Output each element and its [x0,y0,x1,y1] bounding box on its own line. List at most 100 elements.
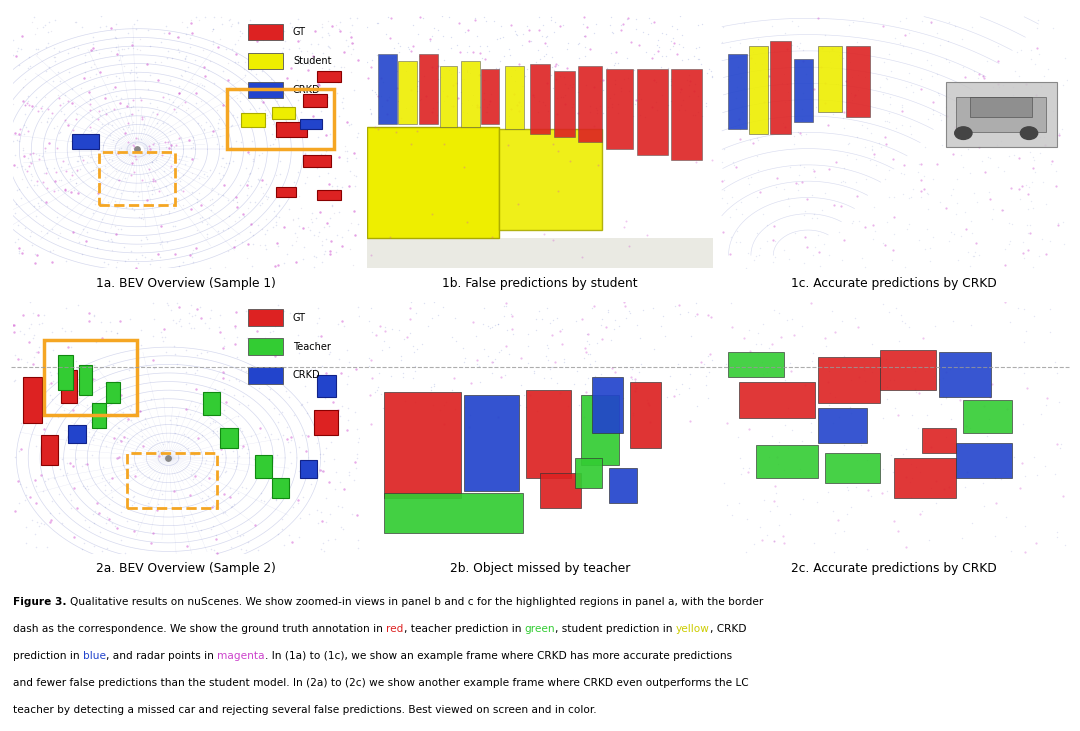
Point [940,235,957,246]
Point [953,149,970,161]
Point [125,143,143,154]
Point [503,324,521,336]
Point [203,25,220,37]
Point [391,40,408,52]
Point [1036,139,1053,151]
Point [651,41,669,53]
Point [796,205,813,217]
Point [316,98,334,110]
Point [1014,458,1031,469]
Point [336,140,353,152]
Point [226,216,243,227]
Point [838,509,855,520]
Point [544,234,562,246]
Point [270,528,287,539]
Point [502,104,519,115]
Point [576,41,593,53]
Point [281,392,298,404]
Point [896,261,914,273]
Point [467,330,484,341]
Point [647,76,664,88]
Point [320,534,337,546]
Point [189,364,206,376]
Point [298,171,315,183]
Point [270,409,287,420]
Point [41,61,58,72]
Point [858,173,875,184]
Point [753,338,770,350]
Point [755,86,772,97]
Point [441,64,458,75]
Point [200,490,217,501]
Point [787,177,805,189]
Point [878,138,895,150]
Point [270,376,287,388]
Point [190,446,207,458]
Point [715,227,732,238]
Bar [819,408,866,443]
Point [25,332,42,344]
Point [147,56,164,68]
Point [794,493,811,505]
Point [311,79,328,91]
Point [576,352,593,363]
Point [246,48,264,60]
Point [886,515,903,527]
Point [612,82,630,94]
Point [420,319,437,331]
Point [87,45,105,56]
Point [313,156,330,167]
Point [198,454,215,466]
Point [715,175,732,186]
Bar [554,72,575,137]
Bar [880,349,935,390]
Bar [419,54,438,124]
Point [940,88,957,99]
Point [231,87,248,99]
Point [213,140,230,152]
Point [239,537,256,548]
Point [126,150,144,162]
Point [951,394,969,406]
Point [179,431,197,442]
Point [592,319,609,331]
Point [288,49,306,61]
Point [422,384,440,395]
Point [901,477,918,488]
Point [444,100,461,112]
Point [735,332,753,344]
Point [94,545,111,557]
Point [205,12,222,23]
Point [140,178,158,189]
Point [300,221,318,233]
Point [949,463,967,474]
Point [460,421,477,433]
Point [12,192,29,204]
Point [204,35,221,47]
Point [228,461,245,472]
Point [730,497,747,509]
Point [59,95,77,107]
Point [545,26,563,38]
Point [739,247,756,259]
Point [645,302,662,314]
Point [804,212,821,224]
Point [346,230,363,241]
Point [127,153,145,164]
Point [83,407,100,419]
Point [63,495,80,507]
Point [484,368,501,379]
Point [334,314,351,326]
Point [42,377,59,389]
Point [962,319,980,330]
Point [949,113,967,125]
Point [538,302,555,314]
Point [173,69,190,81]
Point [162,139,179,151]
Point [38,196,55,208]
Point [151,137,168,149]
Point [373,344,390,356]
Point [151,471,168,483]
Point [742,61,759,73]
Point [14,310,31,322]
